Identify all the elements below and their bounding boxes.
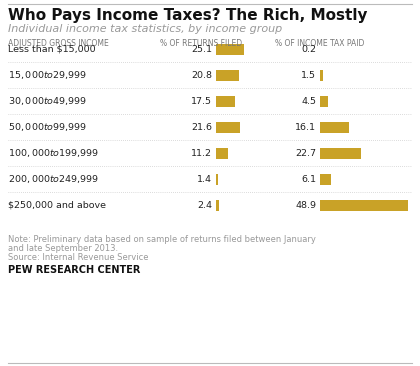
Text: 2.4: 2.4	[197, 201, 212, 209]
Text: 21.6: 21.6	[191, 123, 212, 131]
Text: and late September 2013.: and late September 2013.	[8, 244, 118, 253]
Text: PEW RESEARCH CENTER: PEW RESEARCH CENTER	[8, 265, 140, 275]
Text: 17.5: 17.5	[191, 97, 212, 105]
Bar	[216, 173, 218, 184]
Text: 25.1: 25.1	[191, 45, 212, 53]
Text: $100,000 to $199,999: $100,000 to $199,999	[8, 147, 99, 159]
Text: Less than $15,000: Less than $15,000	[8, 45, 96, 53]
Text: 20.8: 20.8	[191, 71, 212, 79]
Bar	[320, 122, 349, 132]
Text: 22.7: 22.7	[295, 149, 316, 157]
Text: 48.9: 48.9	[295, 201, 316, 209]
Bar	[320, 147, 361, 158]
Bar	[216, 122, 240, 132]
Text: 16.1: 16.1	[295, 123, 316, 131]
Bar	[320, 173, 331, 184]
Text: $30,000 to $49,999: $30,000 to $49,999	[8, 95, 87, 107]
Text: $15,000 to $29,999: $15,000 to $29,999	[8, 69, 87, 81]
Bar	[320, 96, 328, 107]
Text: 6.1: 6.1	[301, 175, 316, 183]
Bar	[216, 96, 235, 107]
Bar	[216, 70, 239, 81]
Bar	[320, 70, 323, 81]
Text: Individual income tax statistics, by income group: Individual income tax statistics, by inc…	[8, 24, 282, 34]
Text: 11.2: 11.2	[191, 149, 212, 157]
Text: % OF INCOME TAX PAID: % OF INCOME TAX PAID	[275, 39, 365, 48]
Text: Source: Internal Revenue Service: Source: Internal Revenue Service	[8, 253, 149, 262]
Text: 4.5: 4.5	[301, 97, 316, 105]
Text: 1.5: 1.5	[301, 71, 316, 79]
Bar	[216, 147, 228, 158]
Text: $250,000 and above: $250,000 and above	[8, 201, 106, 209]
Text: ADJUSTED GROSS INCOME: ADJUSTED GROSS INCOME	[8, 39, 109, 48]
Text: Note: Preliminary data based on sample of returns filed between January: Note: Preliminary data based on sample o…	[8, 235, 316, 244]
Text: 1.4: 1.4	[197, 175, 212, 183]
Bar	[216, 44, 244, 55]
Text: $200,000 to $249,999: $200,000 to $249,999	[8, 173, 99, 185]
Text: % OF RETURNS FILED: % OF RETURNS FILED	[160, 39, 242, 48]
Bar	[216, 199, 219, 210]
Text: 0.2: 0.2	[301, 45, 316, 53]
Text: Who Pays Income Taxes? The Rich, Mostly: Who Pays Income Taxes? The Rich, Mostly	[8, 8, 368, 23]
Text: $50,000 to $99,999: $50,000 to $99,999	[8, 121, 87, 133]
Bar	[320, 199, 408, 210]
